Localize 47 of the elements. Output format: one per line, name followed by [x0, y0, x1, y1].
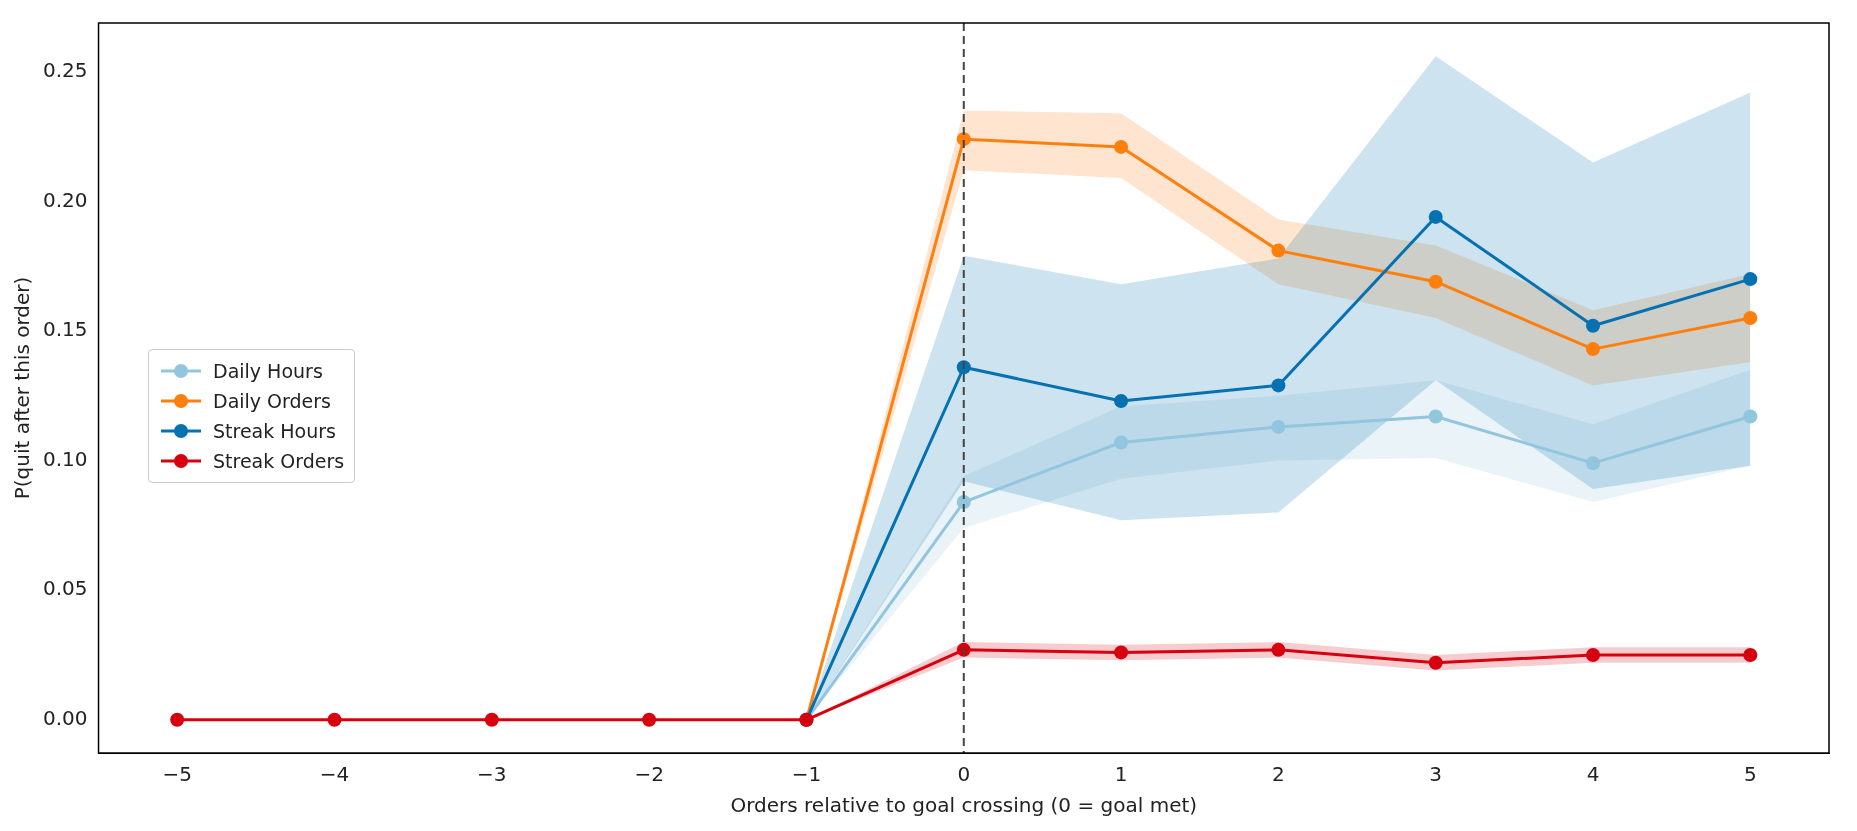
point [1271, 378, 1286, 393]
point [1586, 648, 1601, 663]
x-tick-label: −2 [634, 762, 664, 787]
point [1114, 435, 1129, 450]
y-tick-label: 0.15 [43, 317, 88, 342]
y-tick-label: 0.05 [43, 576, 88, 601]
x-tick-label: −3 [477, 762, 507, 787]
point [327, 712, 342, 727]
legend-label: Streak Orders [213, 449, 345, 472]
x-tick-label: 4 [1586, 762, 1600, 787]
y-tick-label: 0.00 [43, 706, 88, 731]
point [642, 712, 657, 727]
point [484, 712, 499, 727]
point [1114, 393, 1129, 408]
point [1743, 311, 1758, 326]
point [1743, 648, 1758, 663]
x-tick-label: 3 [1429, 762, 1443, 787]
point [1114, 645, 1129, 660]
point [1586, 342, 1601, 357]
point [1428, 274, 1443, 289]
point [1428, 409, 1443, 424]
y-tick-label: 0.20 [43, 187, 88, 212]
point [1271, 419, 1286, 434]
x-tick-label: −4 [319, 762, 350, 787]
point [1271, 642, 1286, 657]
point [1743, 409, 1758, 424]
point [1271, 243, 1286, 258]
legend-label: Daily Orders [213, 389, 332, 412]
x-tick-label: 2 [1272, 762, 1285, 787]
point [1114, 139, 1129, 154]
point [1743, 272, 1758, 287]
point [1428, 209, 1443, 224]
x-tick-label: −1 [791, 762, 822, 787]
x-tick-label: 1 [1114, 762, 1128, 787]
point [1586, 318, 1601, 333]
y-tick-label: 0.10 [43, 446, 88, 471]
point [1428, 655, 1443, 670]
y-axis-title: P(quit after this order) [10, 276, 35, 500]
y-tick-label: 0.25 [43, 57, 88, 82]
legend-label: Daily Hours [213, 359, 323, 382]
point [170, 712, 185, 727]
x-tick-label: 0 [957, 762, 971, 787]
x-axis-title: Orders relative to goal crossing (0 = goal met) [730, 793, 1198, 818]
x-tick-label: 5 [1743, 762, 1757, 787]
x-tick-label: −5 [162, 762, 192, 787]
legend-label: Streak Hours [213, 419, 336, 442]
point [1586, 456, 1601, 471]
